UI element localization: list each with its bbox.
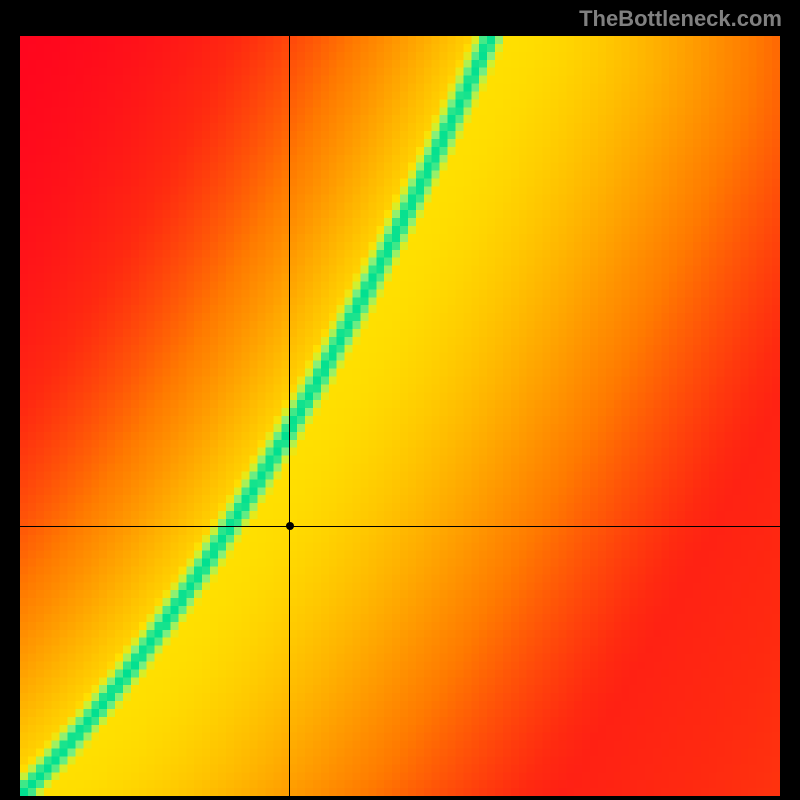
chart-container — [0, 0, 800, 800]
crosshair-horizontal — [20, 526, 780, 527]
bottleneck-heatmap — [20, 36, 780, 796]
selection-marker[interactable] — [286, 522, 294, 530]
watermark-text: TheBottleneck.com — [579, 6, 782, 32]
crosshair-vertical — [289, 36, 290, 796]
